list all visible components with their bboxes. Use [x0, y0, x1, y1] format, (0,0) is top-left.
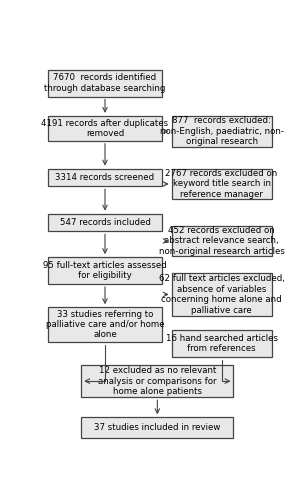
FancyBboxPatch shape [172, 272, 272, 316]
FancyBboxPatch shape [172, 168, 272, 200]
Text: 33 studies referring to
palliative care and/or home
alone: 33 studies referring to palliative care … [46, 310, 164, 340]
FancyBboxPatch shape [48, 307, 162, 342]
Text: 62 full text articles excluded,
absence of variables
concerning home alone and
p: 62 full text articles excluded, absence … [159, 274, 285, 314]
Text: 877  records excluded:
non-English, paediatric, non-
original research: 877 records excluded: non-English, paedi… [160, 116, 284, 146]
FancyBboxPatch shape [48, 257, 162, 284]
FancyBboxPatch shape [172, 116, 272, 146]
Text: 2767 records excluded on
keyword title search in
reference manager: 2767 records excluded on keyword title s… [165, 169, 278, 199]
FancyBboxPatch shape [48, 70, 162, 96]
FancyBboxPatch shape [81, 418, 233, 438]
Text: 4191 records after duplicates
removed: 4191 records after duplicates removed [41, 118, 169, 138]
Text: 3314 records screened: 3314 records screened [56, 173, 154, 182]
FancyBboxPatch shape [48, 116, 162, 141]
Text: 37 studies included in review: 37 studies included in review [94, 423, 220, 432]
Text: 12 excluded as no relevant
analysis or comparisons for
home alone patients: 12 excluded as no relevant analysis or c… [98, 366, 216, 396]
FancyBboxPatch shape [48, 168, 162, 186]
Text: 16 hand searched articles
from references: 16 hand searched articles from reference… [165, 334, 278, 353]
Text: 547 records included: 547 records included [60, 218, 150, 227]
FancyBboxPatch shape [172, 226, 272, 256]
Text: 452 records excluded on
abstract relevance search,
non-original research article: 452 records excluded on abstract relevan… [159, 226, 285, 256]
FancyBboxPatch shape [81, 365, 233, 398]
Text: 95 full-text articles assessed
for eligibility: 95 full-text articles assessed for eligi… [43, 261, 167, 280]
FancyBboxPatch shape [48, 214, 162, 232]
Text: 7670  records identified
through database searching: 7670 records identified through database… [44, 74, 166, 93]
FancyBboxPatch shape [172, 330, 272, 357]
